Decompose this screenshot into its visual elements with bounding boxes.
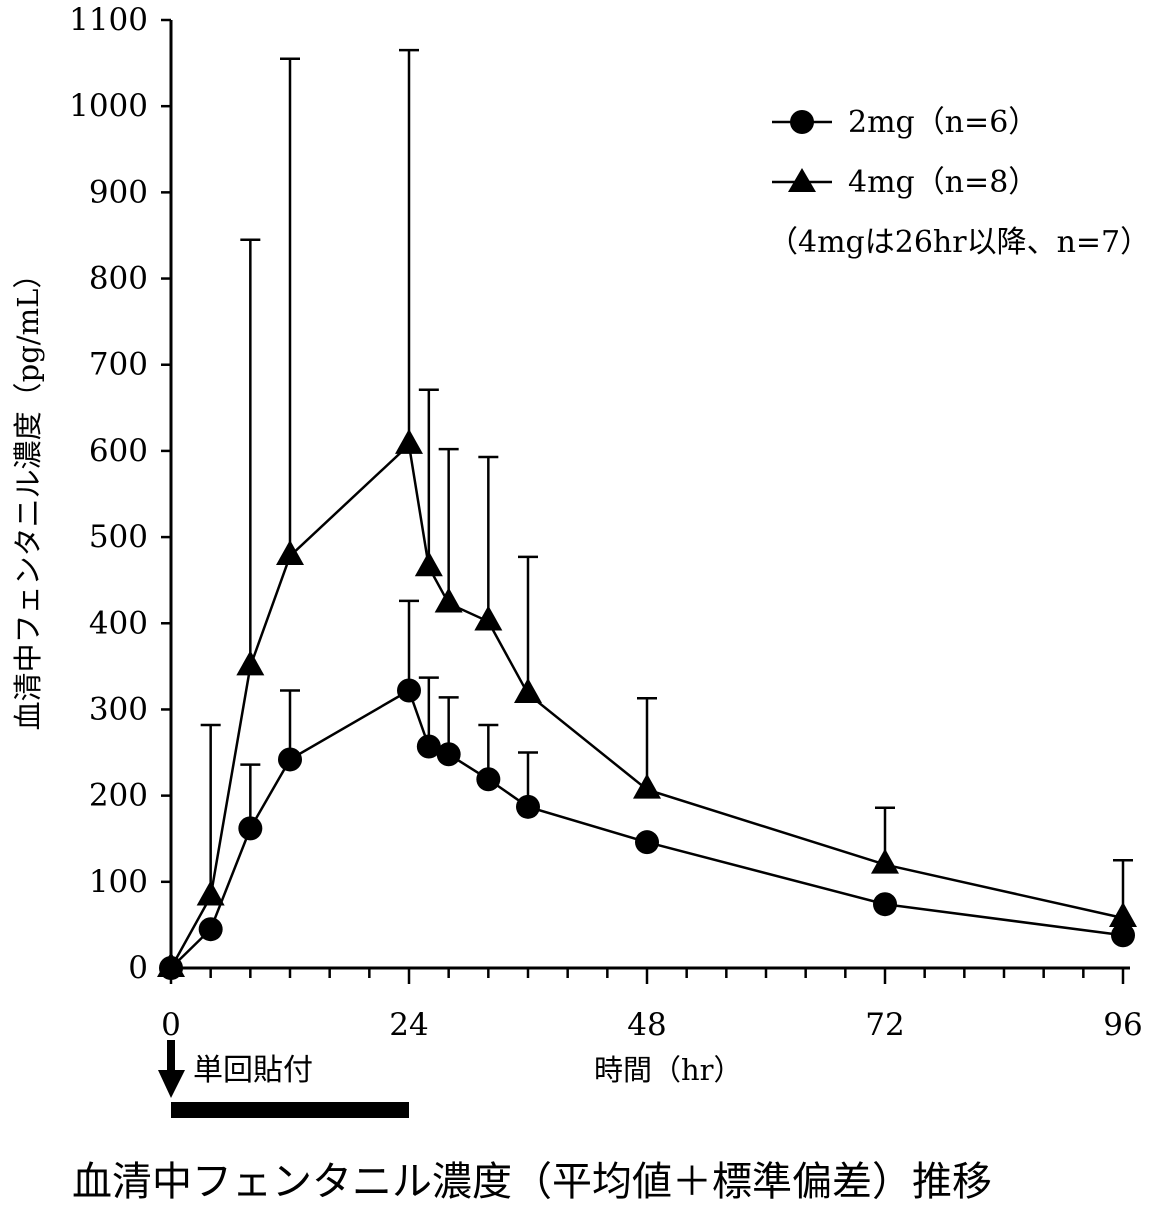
series-line: [169, 442, 1124, 969]
data-point: [276, 540, 304, 566]
data-point: [514, 677, 542, 703]
data-point: [196, 880, 225, 906]
arrow-shaft: [167, 1040, 175, 1074]
data-point: [635, 830, 659, 855]
x-ticks: 0 24 48 72 96: [161, 968, 1143, 1043]
y-tick-label: 300: [89, 691, 148, 727]
data-point: [1109, 902, 1137, 928]
data-point: [873, 892, 897, 917]
legend-label-2mg: 2mg（n=6）: [848, 105, 1038, 140]
x-axis-title: 時間（hr）: [594, 1053, 743, 1087]
data-point: [414, 551, 443, 577]
data-point: [236, 650, 265, 676]
legend-note: （4mgは26hr以降、n=7）: [768, 225, 1150, 260]
data-point: [516, 794, 540, 819]
y-tick-label: 200: [89, 778, 148, 814]
y-tick-label: 700: [89, 347, 148, 383]
data-point: [633, 773, 661, 799]
data-point: [397, 678, 421, 703]
x-tick-label: 24: [389, 1007, 428, 1043]
legend: 2mg（n=6） 4mg（n=8） （4mgは26hr以降、n=7）: [768, 105, 1150, 260]
legend-marker-4mg: [788, 168, 816, 192]
data-point: [1111, 923, 1135, 948]
data-point: [238, 816, 263, 841]
y-tick-label: 600: [89, 433, 148, 469]
series-2: [157, 48, 1137, 977]
y-tick-label: 1000: [69, 88, 148, 124]
data-point: [474, 605, 503, 631]
y-tick-label: 800: [89, 261, 148, 297]
y-tick-label: 900: [89, 174, 148, 210]
down-arrow-icon: [158, 1070, 185, 1098]
data-point: [476, 767, 501, 792]
series-1: [159, 599, 1135, 980]
y-tick-label: 100: [89, 864, 148, 900]
data-point: [871, 848, 899, 874]
data-point: [434, 587, 463, 613]
series-group: [157, 48, 1137, 980]
x-tick-label: 0: [161, 1007, 181, 1043]
dosing-annotation: 単回貼付: [158, 1040, 409, 1118]
y-tick-label: 1100: [69, 2, 148, 38]
x-tick-label: 96: [1103, 1007, 1142, 1043]
y-ticks: 0 100 200 300 400 500 600 700 800 900 1000 1100: [69, 2, 171, 986]
figure-caption: 血清中フェンタニル濃度（平均値＋標準偏差）推移: [72, 1159, 992, 1205]
data-point: [395, 428, 423, 454]
data-point: [416, 734, 441, 759]
y-axis-title: 血清中フェンタニル濃度（pg/mL）: [11, 260, 45, 731]
dosing-label: 単回貼付: [193, 1053, 313, 1088]
x-tick-label: 72: [865, 1007, 904, 1043]
y-tick-label: 400: [89, 605, 148, 641]
data-point: [157, 952, 185, 977]
dosing-duration-bar: [171, 1102, 409, 1118]
y-tick-label: 500: [89, 519, 148, 555]
y-tick-label: 0: [128, 950, 148, 986]
data-point: [278, 747, 302, 772]
legend-marker-2mg: [790, 110, 814, 134]
x-tick-label: 48: [627, 1007, 666, 1043]
data-point: [198, 917, 223, 942]
legend-label-4mg: 4mg（n=8）: [848, 165, 1038, 200]
data-point: [436, 742, 461, 767]
